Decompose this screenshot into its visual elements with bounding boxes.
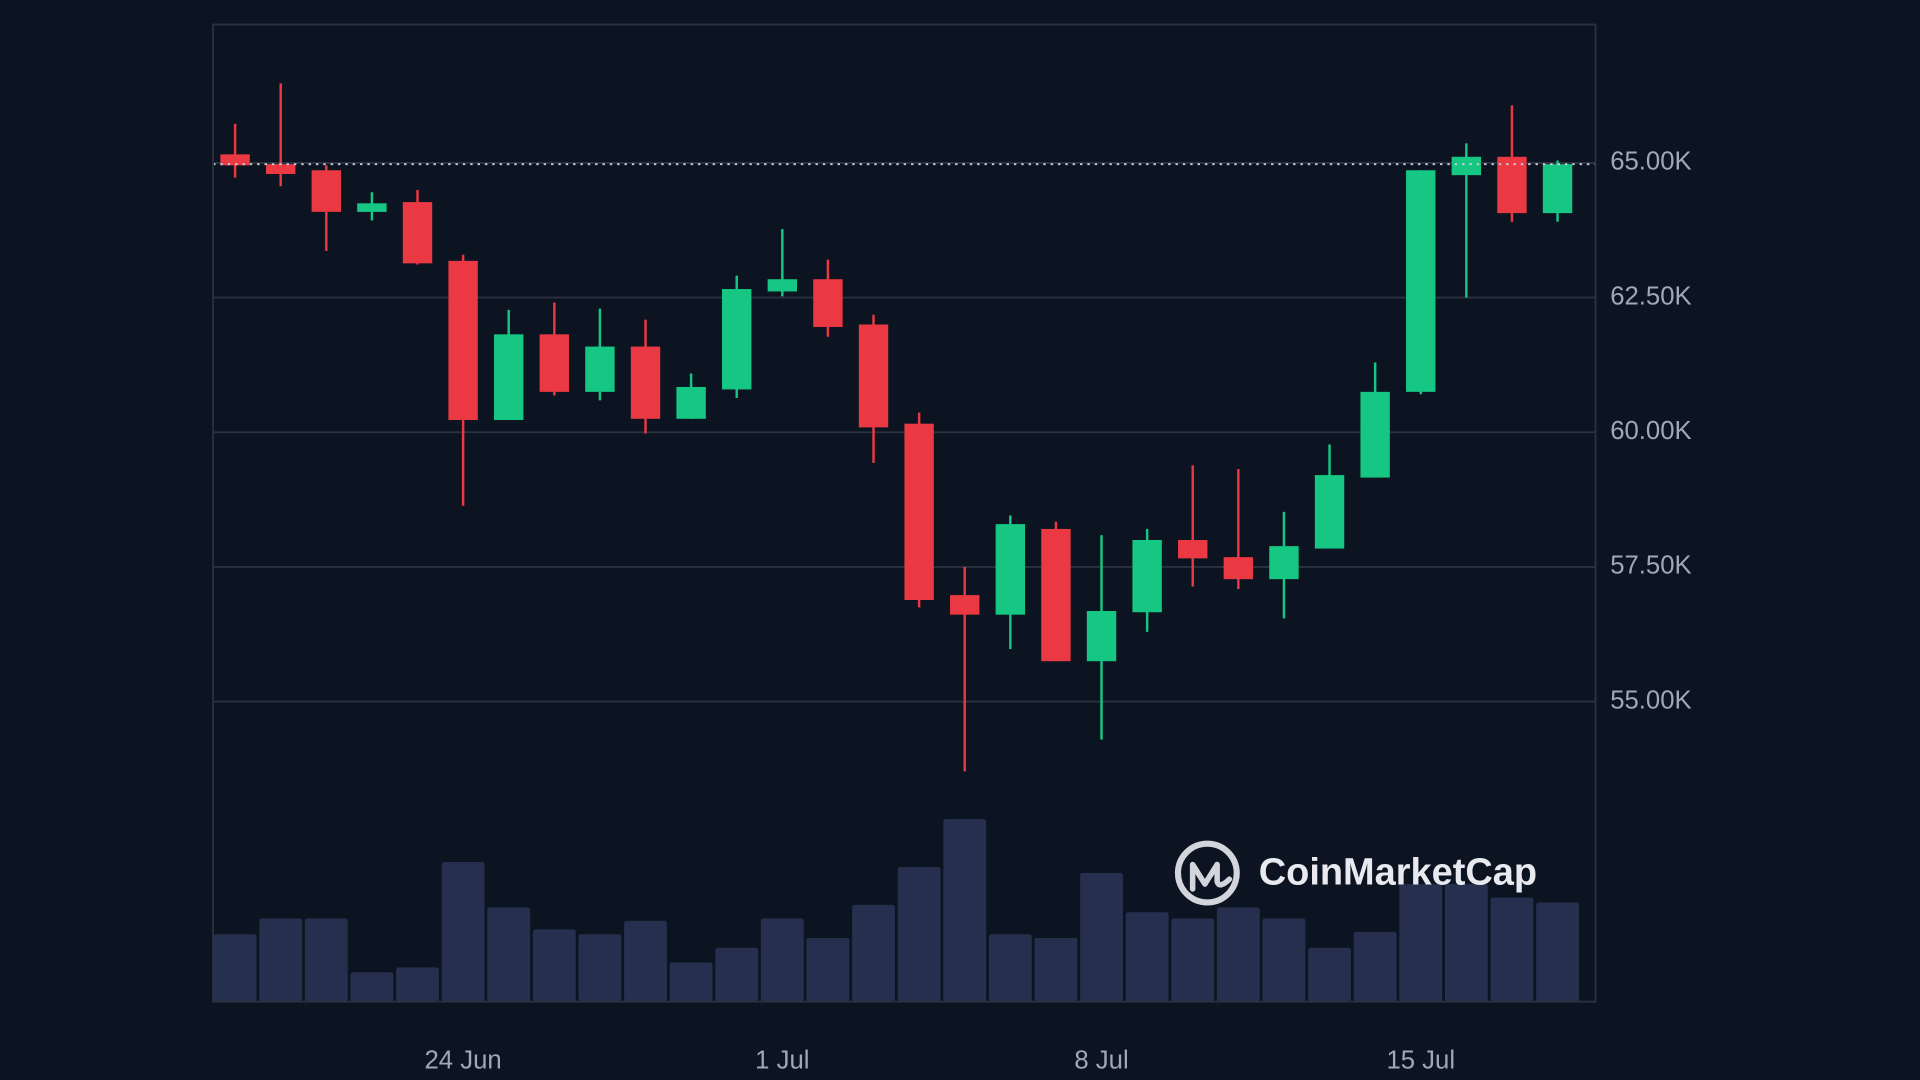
candle-body bbox=[402, 202, 433, 264]
candle-body bbox=[1086, 610, 1117, 662]
candle-body bbox=[585, 346, 615, 392]
candle-body bbox=[767, 279, 798, 292]
volume-bar bbox=[1216, 907, 1260, 1002]
volume-bar bbox=[1399, 884, 1443, 1002]
volume-bar bbox=[259, 918, 303, 1002]
candle-body bbox=[1497, 156, 1527, 214]
volume-bar bbox=[304, 918, 348, 1002]
candle-body bbox=[494, 334, 524, 421]
volume-bar bbox=[1262, 918, 1306, 1002]
y-tick-label: 55.00K bbox=[1610, 686, 1691, 714]
volume-bar bbox=[1536, 902, 1579, 1002]
candle-body bbox=[1542, 164, 1573, 214]
x-tick-label: 24 Jun bbox=[425, 1046, 502, 1074]
volume-bar bbox=[715, 947, 759, 1002]
logo-mark bbox=[1189, 861, 1233, 892]
labels: 55.00K 57.50K 60.00K 62.50K 65.00K 24 Jun 1 Ju… bbox=[425, 148, 1692, 1075]
watermark: CoinMarketCap bbox=[1259, 851, 1537, 893]
candle-body bbox=[1132, 539, 1162, 613]
candle-body bbox=[904, 423, 934, 601]
candle-body bbox=[266, 164, 296, 174]
volume-bar bbox=[760, 918, 804, 1002]
logo-ring bbox=[1174, 840, 1240, 906]
volume-bar bbox=[1308, 947, 1351, 1002]
candle-body bbox=[539, 334, 570, 392]
candle-body bbox=[995, 524, 1026, 615]
volume-bar bbox=[441, 862, 485, 1002]
volume-bar bbox=[852, 904, 895, 1002]
candles bbox=[220, 83, 1573, 772]
candle-body bbox=[676, 386, 706, 419]
y-tick-label: 60.00K bbox=[1610, 417, 1691, 445]
candle-body bbox=[1223, 557, 1254, 580]
candle-body bbox=[311, 170, 341, 212]
volume-bar bbox=[624, 920, 667, 1002]
volume-bar bbox=[1490, 897, 1534, 1002]
volume-bar bbox=[1080, 873, 1123, 1002]
logo bbox=[1174, 840, 1240, 906]
grid bbox=[213, 162, 1596, 703]
volume-bar bbox=[213, 934, 257, 1002]
x-tick-label: 1 Jul bbox=[755, 1046, 809, 1074]
plot-frame bbox=[212, 23, 1597, 1003]
volume-bar bbox=[1353, 931, 1397, 1002]
y-tick-label: 65.00K bbox=[1610, 148, 1691, 176]
volume-bar bbox=[1171, 918, 1215, 1002]
candle-body bbox=[1406, 170, 1436, 392]
volume-bar bbox=[396, 967, 439, 1002]
volume-bar bbox=[532, 929, 576, 1002]
volume-bar bbox=[806, 937, 850, 1002]
candle-body bbox=[1269, 546, 1299, 580]
y-tick-label: 62.50K bbox=[1610, 282, 1691, 310]
volume-bar bbox=[1125, 912, 1169, 1002]
candle-body bbox=[813, 279, 843, 327]
volume-bar bbox=[1034, 937, 1078, 1002]
candle-body bbox=[950, 595, 980, 615]
volume-bar bbox=[578, 934, 622, 1002]
volume-bar bbox=[897, 866, 941, 1002]
volume-bars bbox=[213, 819, 1579, 1002]
candle-body bbox=[357, 203, 387, 212]
volume-bar bbox=[350, 972, 394, 1002]
candle-body bbox=[858, 324, 889, 428]
candle-body bbox=[220, 154, 250, 166]
volume-bar bbox=[1444, 884, 1488, 1002]
x-tick-label: 8 Jul bbox=[1074, 1046, 1128, 1074]
candle-body bbox=[1178, 539, 1208, 559]
candle-body bbox=[1451, 156, 1482, 176]
y-tick-label: 57.50K bbox=[1610, 552, 1691, 580]
volume-bar bbox=[988, 934, 1032, 1002]
volume-bar bbox=[669, 962, 713, 1002]
candle-body bbox=[1360, 391, 1390, 478]
candle-body bbox=[630, 346, 661, 419]
x-tick-label: 15 Jul bbox=[1386, 1046, 1455, 1074]
volume-bar bbox=[943, 819, 987, 1002]
candle-body bbox=[448, 260, 478, 421]
candle-body bbox=[1314, 475, 1345, 549]
volume-bar bbox=[487, 907, 531, 1002]
candle-body bbox=[722, 289, 752, 390]
candle-body bbox=[1041, 528, 1071, 662]
plot: 55.00K 57.50K 60.00K 62.50K 65.00K 24 Jun 1 Ju… bbox=[213, 83, 1692, 1074]
